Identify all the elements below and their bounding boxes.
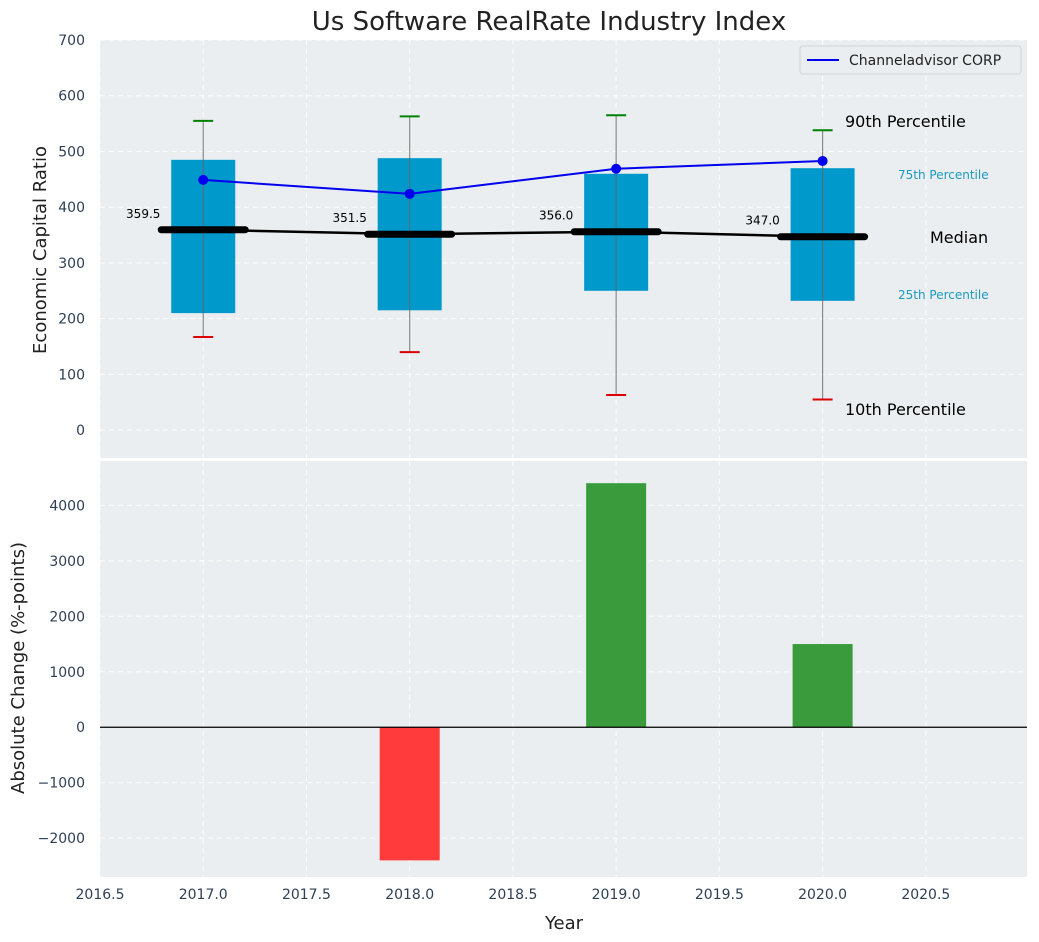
bottom-y-tick-label: 3000 [49, 554, 85, 570]
x-tick-label: 2020.5 [901, 887, 950, 903]
x-tick-label: 2019.0 [592, 887, 641, 903]
median-value-label: 359.5 [126, 207, 160, 221]
percentile-annotations: 90th Percentile 75th Percentile Median 2… [845, 112, 989, 419]
company-line [203, 159, 823, 195]
percentile-boxes [171, 114, 855, 401]
bottom-y-tick-labels: −2000 −1000 0 1000 2000 3000 4000 [38, 498, 85, 847]
chart-title: Us Software RealRate Industry Index [312, 7, 786, 37]
top-y-tick-label: 400 [58, 200, 85, 216]
bottom-panel: −2000 −1000 0 1000 2000 3000 4000 2016.5 2017.0… [8, 461, 1027, 934]
bottom-plot-background [100, 461, 1027, 877]
legend: Channeladvisor CORP [799, 45, 1022, 75]
p90-annotation: 90th Percentile [845, 112, 966, 131]
p75-annotation: 75th Percentile [898, 168, 989, 182]
median-series: 359.5 351.5 356.0 347.0 [126, 207, 869, 241]
median-value-label: 347.0 [745, 214, 779, 228]
median-line [203, 228, 823, 238]
positive-change-bar [792, 644, 853, 728]
top-y-tick-label: 500 [58, 144, 85, 160]
bottom-y-tick-label: 4000 [49, 498, 85, 514]
company-point [611, 163, 622, 174]
x-tick-labels: 2016.5 2017.0 2017.5 2018.0 2018.5 2019.0 2019… [76, 887, 951, 903]
bottom-y-axis-label: Absolute Change (%-points) [8, 542, 29, 794]
x-tick-label: 2018.0 [385, 887, 434, 903]
x-tick-label: 2018.5 [488, 887, 537, 903]
company-series [198, 155, 828, 199]
top-y-tick-label: 600 [58, 89, 85, 105]
negative-change-bar [379, 727, 440, 861]
x-tick-label: 2017.0 [179, 887, 228, 903]
top-panel: 0 100 200 300 400 500 600 700 359.5 351.5 356.0 34… [30, 33, 1027, 458]
bottom-y-tick-label: −1000 [38, 776, 85, 792]
bottom-y-tick-label: 2000 [49, 609, 85, 625]
bottom-y-tick-label: 0 [76, 720, 85, 736]
x-tick-label: 2016.5 [76, 887, 125, 903]
top-y-tick-label: 200 [58, 312, 85, 328]
x-axis-label: Year [544, 913, 584, 934]
x-tick-label: 2019.5 [695, 887, 744, 903]
top-y-tick-label: 700 [58, 33, 85, 49]
x-tick-label: 2017.5 [282, 887, 331, 903]
legend-label: Channeladvisor CORP [849, 53, 1001, 69]
company-point [404, 188, 415, 199]
company-point [817, 155, 828, 166]
median-annotation: Median [930, 228, 988, 247]
bottom-y-tick-label: −2000 [38, 831, 85, 847]
top-y-tick-labels: 0 100 200 300 400 500 600 700 [58, 33, 85, 439]
bottom-y-tick-label: 1000 [49, 665, 85, 681]
top-gridlines [99, 39, 1027, 458]
p10-annotation: 10th Percentile [845, 400, 966, 419]
x-tick-label: 2020.0 [798, 887, 847, 903]
median-value-label: 356.0 [539, 209, 573, 223]
legend-box [799, 45, 1022, 75]
top-y-tick-label: 0 [76, 423, 85, 439]
change-bars [100, 483, 1027, 861]
top-y-tick-label: 100 [58, 367, 85, 383]
top-y-tick-label: 300 [58, 256, 85, 272]
top-plot-background [100, 40, 1027, 458]
median-value-label: 351.5 [333, 211, 367, 225]
p25-annotation: 25th Percentile [898, 288, 989, 302]
positive-change-bar [586, 483, 647, 728]
top-y-axis-label: Economic Capital Ratio [30, 146, 51, 354]
company-point [198, 174, 209, 185]
